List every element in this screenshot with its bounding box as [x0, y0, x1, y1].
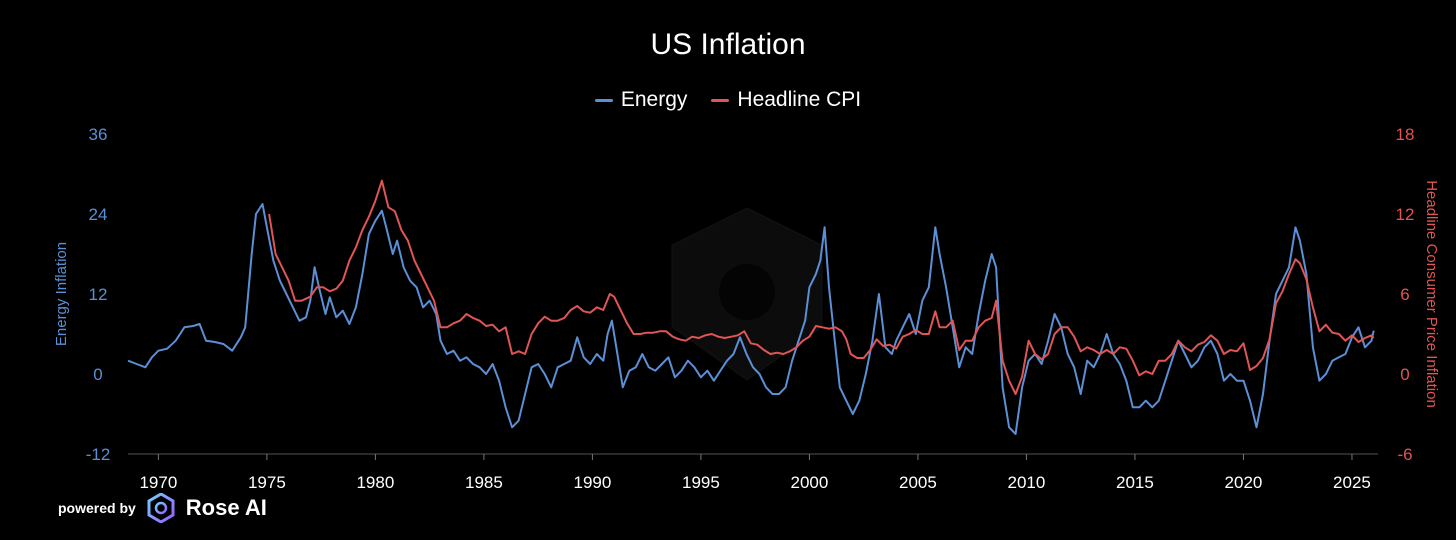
chart-title: US Inflation	[650, 28, 806, 61]
left-tick-label: 12	[89, 285, 108, 304]
right-tick-label: 18	[1396, 125, 1415, 144]
legend: Energy Headline CPI	[0, 88, 1456, 112]
legend-label-energy: Energy	[620, 88, 688, 111]
rose-ai-logo-icon	[147, 493, 175, 523]
x-tick-label: 2005	[899, 473, 937, 492]
right-tick-label: -6	[1397, 445, 1412, 464]
x-tick-label: 1990	[573, 473, 611, 492]
right-tick-label: 6	[1400, 285, 1409, 304]
right-axis-label: Headline Consumer Price Inflation	[1423, 180, 1440, 408]
legend-swatch-headline-cpi	[711, 98, 730, 102]
legend-item-energy[interactable]: Energy	[594, 88, 688, 112]
right-tick-label: 0	[1400, 365, 1409, 384]
x-tick-label: 1970	[139, 473, 177, 492]
left-tick-label: -12	[86, 445, 111, 464]
series-line-energy	[127, 203, 1375, 435]
left-axis-label: Energy Inflation	[53, 242, 70, 346]
brand: powered by Rose AI	[58, 493, 267, 523]
x-tick-label: 1995	[682, 473, 720, 492]
x-tick-label: 1980	[356, 473, 394, 492]
x-tick-label: 2015	[1116, 473, 1154, 492]
x-tick-label: 2025	[1333, 473, 1371, 492]
right-tick-label: 12	[1396, 205, 1415, 224]
x-tick-label: 2020	[1225, 473, 1263, 492]
x-tick-label: 1985	[465, 473, 503, 492]
x-tick-label: 2010	[1008, 473, 1046, 492]
left-tick-label: 36	[89, 125, 108, 144]
series-line-headline-cpi	[268, 179, 1375, 395]
watermark-logo-icon	[671, 207, 823, 381]
powered-by-label: powered by	[58, 500, 136, 516]
x-tick-label: 1975	[248, 473, 286, 492]
x-tick-label: 2000	[791, 473, 829, 492]
legend-item-headline-cpi[interactable]: Headline CPI	[711, 88, 861, 112]
brand-name: Rose AI	[185, 495, 267, 520]
left-tick-label: 24	[89, 205, 108, 224]
left-tick-label: 0	[93, 365, 102, 384]
legend-swatch-energy	[594, 98, 613, 102]
legend-label-headline-cpi: Headline CPI	[737, 88, 862, 111]
